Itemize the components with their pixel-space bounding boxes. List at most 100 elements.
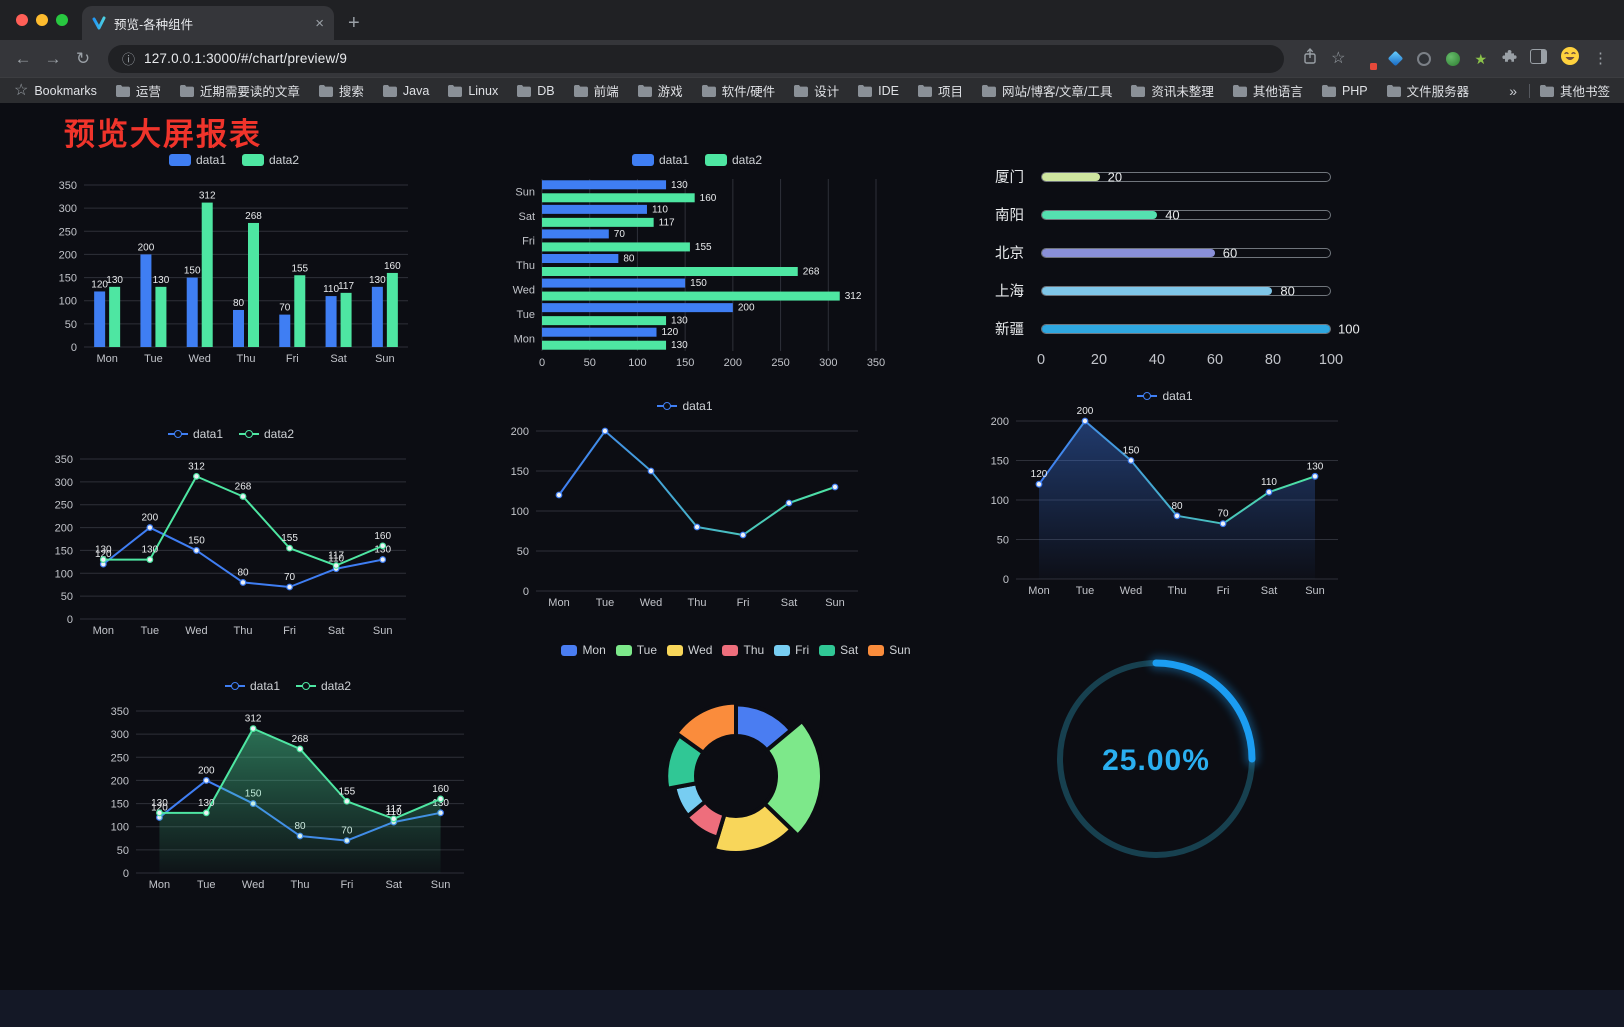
legend-item[interactable]: data2 — [705, 153, 762, 167]
capsule-value: 100 — [1338, 321, 1360, 336]
tab-close-icon[interactable]: × — [315, 14, 324, 32]
legend-item[interactable]: data2 — [242, 153, 299, 167]
bookmarks-root[interactable]: ☆ Bookmarks — [14, 82, 97, 99]
bookmark-folder[interactable]: 项目 — [917, 81, 963, 100]
legend-label: Fri — [795, 643, 810, 657]
bookmark-folder[interactable]: DB — [517, 81, 555, 100]
legend-item[interactable]: Wed — [667, 643, 712, 657]
folder-icon — [981, 84, 996, 97]
extension-diamond-icon[interactable] — [1387, 50, 1404, 67]
legend-item[interactable]: data1 — [224, 679, 280, 693]
svg-text:Sat: Sat — [330, 353, 347, 365]
bookmark-folder[interactable]: PHP — [1321, 81, 1368, 100]
close-window-button[interactable] — [16, 14, 28, 26]
bookmark-folder[interactable]: Linux — [448, 81, 498, 100]
bookmark-folder[interactable]: Java — [382, 81, 429, 100]
svg-text:80: 80 — [623, 254, 635, 265]
page-footer-strip — [0, 990, 1624, 1027]
bookmark-folder[interactable]: 前端 — [573, 81, 619, 100]
capsule-value: 20 — [1107, 169, 1123, 184]
capsule-row: 厦门 20 — [995, 161, 1357, 192]
zoom-window-button[interactable] — [56, 14, 68, 26]
svg-text:Mon: Mon — [149, 879, 170, 891]
legend-item[interactable]: Thu — [722, 643, 764, 657]
svg-text:120: 120 — [662, 327, 679, 338]
svg-text:200: 200 — [991, 416, 1009, 428]
back-button[interactable]: ← — [14, 48, 32, 68]
pie-slice-sun[interactable] — [674, 700, 738, 755]
bookmark-folder[interactable]: 设计 — [794, 81, 839, 100]
bookmark-folder[interactable]: 近期需要读的文章 — [179, 81, 300, 100]
svg-text:200: 200 — [59, 249, 77, 261]
extensions-puzzle-icon[interactable] — [1500, 48, 1517, 70]
legend-item[interactable]: data2 — [239, 427, 294, 441]
legend-item[interactable]: data1 — [168, 153, 226, 167]
chart-plot: 0 50 100 150 200 Mon Tue Wed Thu Fri Sat Sun — [500, 417, 870, 611]
svg-text:Sun: Sun — [375, 353, 395, 365]
svg-text:350: 350 — [55, 454, 73, 466]
forward-button[interactable]: → — [44, 48, 62, 68]
legend-item[interactable]: data1 — [631, 153, 689, 167]
bookmark-star-icon[interactable]: ☆ — [1331, 49, 1346, 67]
extension-grid-icon[interactable] — [1358, 51, 1378, 70]
bookmark-folder[interactable]: 其他语言 — [1232, 81, 1303, 100]
bookmark-folder[interactable]: 游戏 — [637, 81, 683, 100]
bookmarks-bar: ☆ Bookmarks 运营 近期需要读的文章 搜索 Java Linux DB 前端 游戏 软… — [0, 77, 1624, 103]
bookmark-folder[interactable]: 搜索 — [318, 81, 364, 100]
extension-green-circle-icon[interactable] — [1445, 51, 1461, 67]
menu-kebab-icon[interactable]: ⋮ — [1593, 50, 1608, 67]
legend-label: data2 — [269, 153, 300, 167]
svg-text:Mon: Mon — [93, 625, 114, 637]
legend-item[interactable]: data1 — [657, 399, 713, 413]
minimize-window-button[interactable] — [36, 14, 48, 26]
capsule-label: 南阳 — [995, 208, 1024, 224]
site-info-icon[interactable]: ⓘ — [122, 52, 136, 67]
svg-text:200: 200 — [142, 513, 159, 524]
capsule-fill — [1042, 324, 1330, 333]
svg-text:Tue: Tue — [1076, 585, 1095, 597]
bookmark-folder[interactable]: 文件服务器 — [1386, 81, 1469, 100]
bookmark-folder[interactable]: 资讯未整理 — [1131, 81, 1214, 100]
share-icon[interactable] — [1302, 47, 1318, 70]
legend-item[interactable]: data1 — [1137, 389, 1193, 403]
bookmark-folder[interactable]: 运营 — [115, 81, 161, 100]
svg-text:160: 160 — [700, 193, 717, 204]
bookmark-label: Linux — [468, 83, 499, 98]
svg-text:150: 150 — [690, 278, 707, 289]
svg-text:Wed: Wed — [513, 285, 535, 297]
legend-item[interactable]: data1 — [167, 427, 223, 441]
sidebar-icon[interactable] — [1530, 48, 1547, 69]
pie-slice-wed[interactable] — [711, 801, 794, 855]
bookmark-folder[interactable]: 软件/硬件 — [701, 81, 775, 100]
legend-item[interactable]: Tue — [615, 643, 657, 657]
chart-legend: Mon Tue Wed Thu Fri Sat Sun — [540, 639, 932, 661]
bookmark-label: 运营 — [135, 85, 161, 99]
profile-avatar[interactable] — [1560, 46, 1580, 71]
svg-text:155: 155 — [281, 533, 298, 544]
bookmark-folder[interactable]: IDE — [858, 81, 899, 100]
svg-text:130: 130 — [1307, 461, 1324, 472]
browser-tab[interactable]: 预览-各种组件 × — [82, 6, 334, 40]
other-bookmarks[interactable]: 其他书签 — [1539, 81, 1610, 100]
legend-item[interactable]: Mon — [561, 643, 606, 657]
bookmark-folder[interactable]: 网站/博客/文章/工具 — [981, 81, 1112, 100]
bookmark-label: 前端 — [593, 85, 619, 99]
svg-text:70: 70 — [1217, 509, 1229, 520]
legend-item[interactable]: Sun — [868, 643, 911, 657]
extension-dark-circle-icon[interactable] — [1416, 51, 1432, 67]
svg-text:Mon: Mon — [514, 334, 535, 346]
new-tab-button[interactable]: + — [348, 12, 360, 34]
bookmarks-overflow-chevron[interactable]: » — [1509, 82, 1517, 99]
address-bar[interactable]: ⓘ 127.0.0.1:3000/#/chart/preview/9 — [108, 44, 1285, 73]
reload-button[interactable]: ↻ — [75, 48, 91, 68]
svg-text:50: 50 — [584, 357, 596, 369]
legend-item[interactable]: Sat — [819, 643, 858, 657]
legend-label: data2 — [732, 153, 763, 167]
svg-text:312: 312 — [188, 461, 205, 472]
legend-item[interactable]: Fri — [774, 643, 809, 657]
pie-slice-tue[interactable] — [762, 718, 824, 838]
capsule-label: 厦门 — [995, 170, 1024, 186]
extension-green-star-icon[interactable]: ★ — [1474, 50, 1487, 67]
capsule-track: 100 — [1041, 321, 1360, 336]
legend-item[interactable]: data2 — [296, 679, 351, 693]
